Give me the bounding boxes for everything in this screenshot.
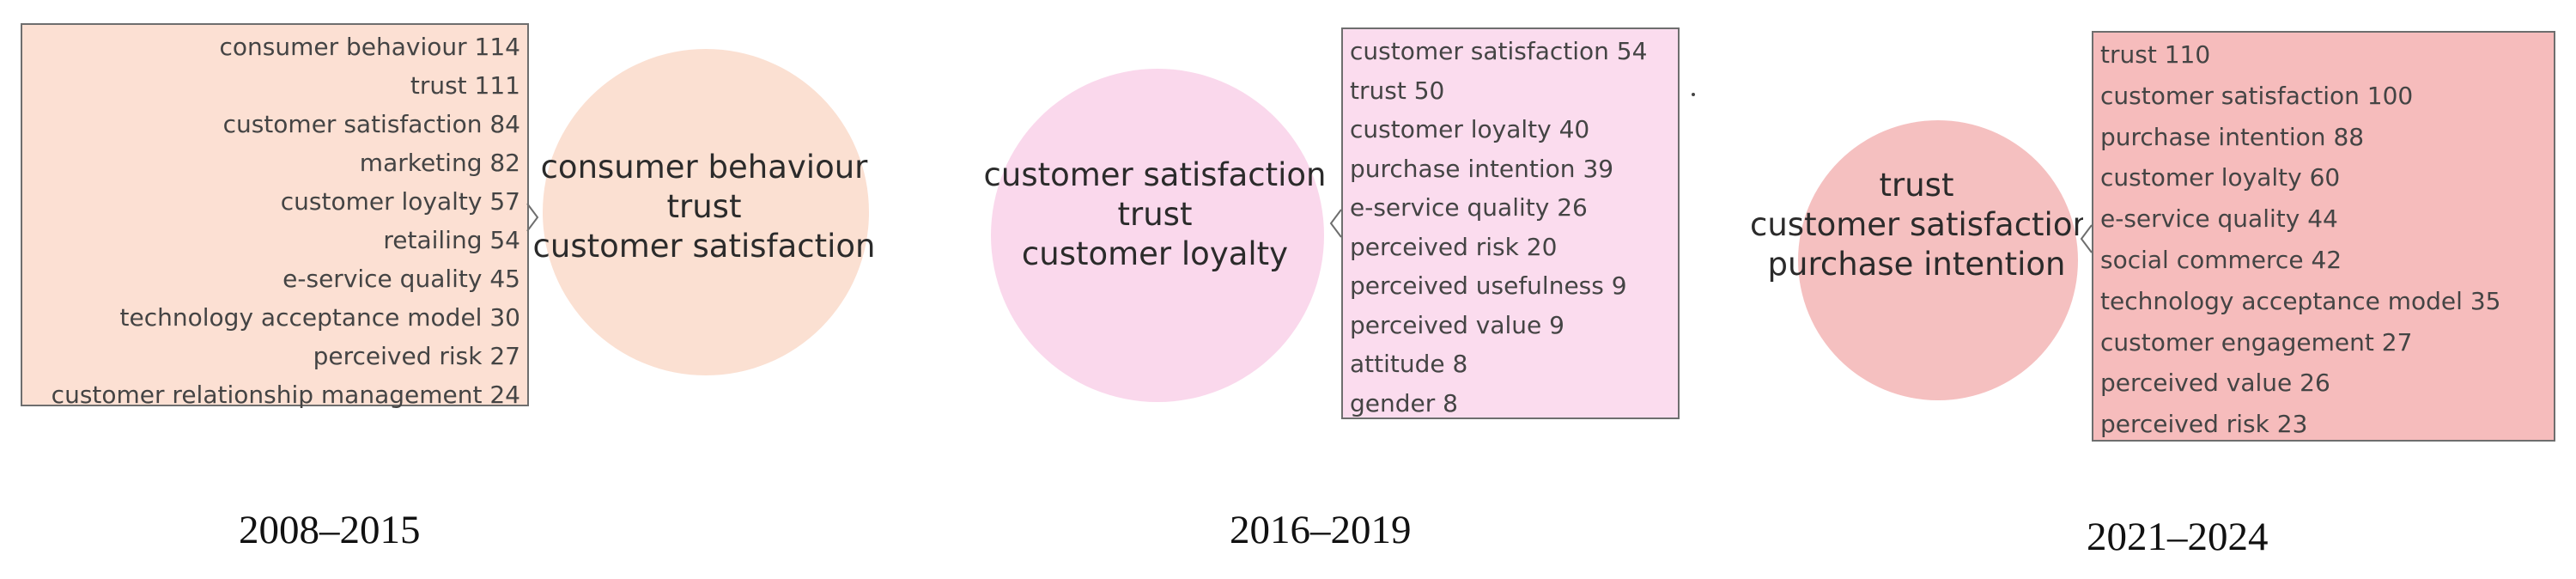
keyword-item: technology acceptance model 30 (119, 303, 520, 332)
circle-term: customer loyalty (1021, 235, 1289, 272)
keyword-item: customer loyalty 60 (2100, 163, 2341, 192)
keyword-item: purchase intention 88 (2100, 122, 2365, 151)
keyword-list-box: customer satisfaction 54 trust 50 customer… (1341, 27, 1680, 419)
keyword-item: perceived usefulness 9 (1350, 271, 1627, 300)
period-label: 2008–2015 (239, 508, 421, 552)
callout-pointer (526, 203, 539, 232)
keyword-item: perceived value 26 (2100, 369, 2330, 398)
keyword-item: gender 8 (1350, 388, 1458, 417)
keyword-item: perceived risk 27 (313, 342, 520, 370)
circle-term: customer satisfaction (532, 228, 876, 265)
circle-term: consumer behaviour (540, 149, 868, 186)
keyword-item: perceived value 9 (1350, 310, 1564, 339)
circle-term: trust (666, 188, 742, 225)
keyword-item: trust 110 (2100, 40, 2211, 69)
circle-term: purchase intention (1767, 246, 2066, 283)
circle-term: trust (1117, 196, 1193, 233)
stray-dot (1692, 93, 1695, 96)
keyword-item: customer engagement 27 (2100, 327, 2413, 357)
topic-circle-label: customer satisfaction trust customer loy… (970, 155, 1340, 274)
keyword-item: e-service quality 44 (2100, 204, 2338, 234)
keyword-item: customer satisfaction 54 (1350, 37, 1648, 65)
keyword-list-box: trust 110 customer satisfaction 100 purcha… (2092, 31, 2555, 442)
period-label: 2016–2019 (1230, 508, 1412, 552)
keyword-item: perceived risk 20 (1350, 232, 1558, 261)
keyword-item: attitude 8 (1350, 350, 1468, 378)
keyword-item: trust 111 (410, 71, 520, 100)
topic-circle (543, 49, 869, 375)
topic-circle (1798, 120, 2078, 400)
callout-pointer (2080, 224, 2093, 253)
keyword-item: trust 50 (1350, 76, 1445, 105)
circle-term: trust (1879, 167, 1954, 204)
keyword-item: customer satisfaction 100 (2100, 81, 2414, 110)
keyword-item: e-service quality 45 (283, 265, 520, 293)
keyword-item: marketing 82 (359, 149, 520, 177)
keyword-item: perceived risk 23 (2100, 410, 2308, 439)
circle-term: customer satisfaction (983, 156, 1327, 193)
topic-circle-label: trust customer satisfaction purchase int… (1750, 166, 2083, 284)
topic-circle-label: consumer behaviour trust customer satisf… (515, 148, 893, 266)
circle-term: customer satisfaction (1750, 206, 2083, 243)
keyword-item: social commerce 42 (2100, 246, 2342, 274)
callout-pointer (1329, 209, 1342, 238)
keyword-item: e-service quality 26 (1350, 193, 1588, 222)
keyword-item: retailing 54 (383, 226, 520, 254)
keyword-item: customer loyalty 57 (280, 187, 520, 216)
keyword-item: customer relationship management 24 (51, 381, 520, 409)
period-label: 2021–2024 (2087, 515, 2269, 559)
keyword-list-box: consumer behaviour 114 trust 111 customer … (21, 23, 529, 409)
keyword-item: customer satisfaction 84 (222, 110, 520, 138)
keyword-item: consumer behaviour 114 (219, 33, 520, 61)
keyword-item: customer loyalty 40 (1350, 115, 1590, 143)
keyword-item: technology acceptance model 35 (2100, 286, 2501, 315)
keyword-item: purchase intention 39 (1350, 154, 1614, 183)
topic-circle (991, 69, 1324, 402)
